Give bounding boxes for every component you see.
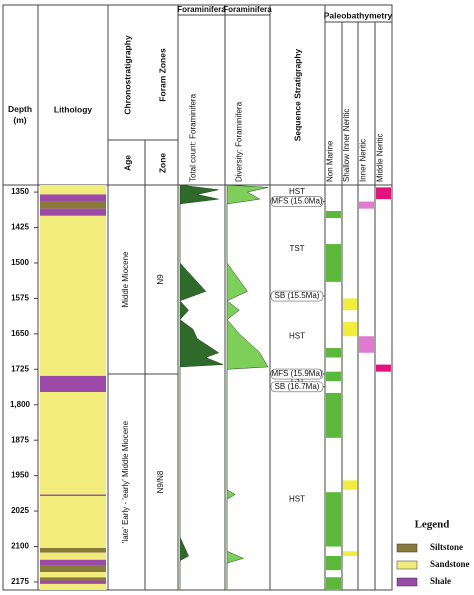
lithology-bed	[40, 577, 106, 581]
chronostratigraphy-header: Chronostratigraphy	[122, 35, 132, 115]
systems-tract: HST	[289, 331, 305, 340]
y-tick-label: 2025	[11, 506, 29, 515]
lithology-bed	[40, 215, 106, 376]
paleo-bar	[343, 298, 357, 311]
surface-box	[270, 196, 324, 207]
lithology-bed	[40, 201, 106, 209]
paleo-column-label: Inner Neritic	[359, 139, 368, 182]
series-header: Foraminifera	[223, 5, 272, 14]
surface-box	[270, 290, 324, 302]
y-tick-label: 1500	[11, 258, 29, 267]
y-tick-label: 1350	[11, 187, 29, 196]
surface-box	[270, 381, 324, 393]
paleo-bar	[359, 201, 374, 209]
interval-label: N9	[156, 274, 165, 285]
lithology-bed	[40, 552, 106, 560]
y-tick-label: 1875	[11, 435, 29, 444]
surface-label: MFS (15.9Ma)	[271, 369, 322, 378]
y-tick-label: 1950	[11, 471, 29, 480]
legend-swatch	[396, 577, 418, 587]
legend-swatch	[396, 560, 418, 570]
paleo-bar	[326, 210, 341, 219]
y-tick-label: 2175	[11, 577, 29, 586]
foram-curve	[226, 184, 269, 590]
series-header: Foraminifera	[177, 5, 226, 14]
lithology-bed	[40, 547, 106, 553]
legend-swatch	[396, 543, 418, 553]
paleo-bar	[376, 364, 391, 372]
legend-label: Shale	[430, 576, 451, 586]
systems-tract: HST	[289, 187, 305, 196]
lithology-bed	[40, 494, 106, 496]
y-tick-label: 2100	[11, 542, 29, 551]
foram-curve	[179, 184, 224, 590]
zone-header: Zone	[157, 153, 167, 174]
column-dividers	[3, 5, 392, 590]
lithology-bed	[40, 194, 106, 202]
y-tick-label: 1725	[11, 364, 29, 373]
depth-header: Depth (m)	[8, 104, 32, 125]
series-name: Diversity: Foraminifera	[235, 101, 244, 182]
paleo-bar	[326, 348, 341, 358]
systems-tract: TST	[289, 244, 304, 253]
forams-header: Foram Zones	[157, 48, 167, 102]
systems-tract: TST	[289, 375, 304, 384]
systems-tract: HST	[289, 494, 305, 503]
lithology-bed	[40, 185, 106, 195]
lithology-bed	[40, 565, 106, 573]
paleo-bar	[376, 187, 391, 200]
paleo-bar	[343, 480, 357, 490]
surface-label: SB (15.5Ma)	[275, 291, 320, 300]
interval-label: N9/N8	[156, 470, 165, 493]
paleo-bar	[343, 551, 357, 556]
surface-label: SB (16.7Ma)	[275, 382, 320, 391]
y-tick-label: 1425	[11, 223, 29, 232]
legend-title: Legend	[415, 519, 450, 531]
y-tick-label: 1575	[11, 294, 29, 303]
age-header: Age	[122, 155, 132, 171]
paleo-column-label: Non Marine	[326, 140, 335, 182]
paleo-bar	[326, 492, 341, 547]
y-tick-label: 1650	[11, 329, 29, 338]
legend-label: Siltstone	[430, 542, 463, 552]
paleo-bar	[343, 322, 357, 337]
paleo-bar	[326, 555, 341, 571]
series-name: Total count: Foraminifera	[189, 93, 198, 182]
y-tick-label: 1,800	[10, 400, 31, 409]
paleo-bar	[326, 577, 341, 590]
lithology-bed	[40, 583, 106, 590]
legend-label: Sandstone	[430, 559, 470, 569]
lithology-bed	[40, 375, 106, 392]
paleo-bar	[326, 392, 341, 438]
lithology-bed	[40, 559, 106, 566]
paleo-column-label: Middle Neritic	[376, 134, 385, 182]
interval-label: 'late' Early - 'early' Middle Miocene	[121, 420, 130, 543]
paleo-bar	[326, 244, 341, 282]
lithology-bed	[40, 572, 106, 578]
paleo-column-label: Shallow Inner Neritic	[342, 109, 351, 182]
lithology-bed	[40, 391, 106, 495]
paleobathymetry-header: Paleobathymetry	[324, 10, 393, 20]
surface-label: MFS (15.0Ma)	[271, 197, 322, 206]
lithology-bed	[40, 580, 106, 584]
lithology-header: Lithology	[54, 104, 93, 114]
paleo-bar	[326, 371, 341, 382]
sequence-header: Sequence Stratigraphy	[292, 48, 302, 141]
interval-label: Middle Miocene	[121, 251, 130, 308]
paleo-bar	[359, 336, 374, 353]
lithology-bed	[40, 208, 106, 216]
surface-box	[270, 368, 324, 380]
lithology-bed	[40, 495, 106, 548]
